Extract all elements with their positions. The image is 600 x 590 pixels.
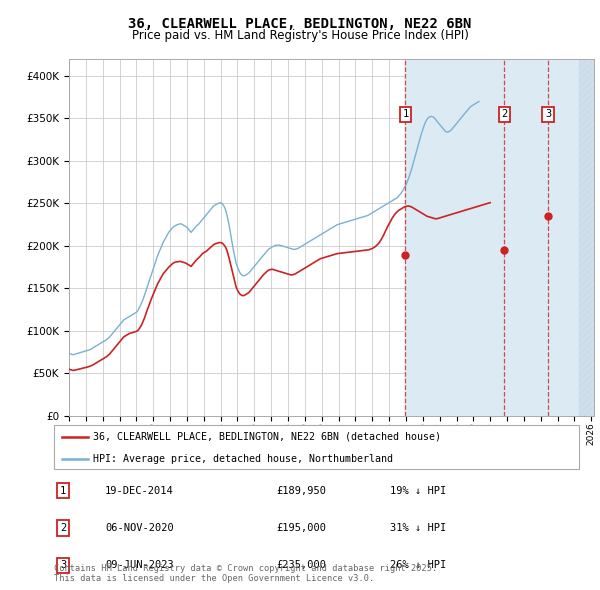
Bar <box>406 59 594 416</box>
Text: £195,000: £195,000 <box>276 523 326 533</box>
Text: 3: 3 <box>545 109 551 119</box>
Text: Contains HM Land Registry data © Crown copyright and database right 2025.
This d: Contains HM Land Registry data © Crown c… <box>54 563 437 583</box>
Text: £189,950: £189,950 <box>276 486 326 496</box>
Text: HPI: Average price, detached house, Northumberland: HPI: Average price, detached house, Nort… <box>94 454 394 464</box>
Text: 31% ↓ HPI: 31% ↓ HPI <box>390 523 446 533</box>
Text: 09-JUN-2023: 09-JUN-2023 <box>105 560 174 570</box>
Text: 2: 2 <box>60 523 66 533</box>
Text: Price paid vs. HM Land Registry's House Price Index (HPI): Price paid vs. HM Land Registry's House … <box>131 29 469 42</box>
Text: 36, CLEARWELL PLACE, BEDLINGTON, NE22 6BN: 36, CLEARWELL PLACE, BEDLINGTON, NE22 6B… <box>128 17 472 31</box>
Text: 3: 3 <box>60 560 66 570</box>
Text: 26% ↓ HPI: 26% ↓ HPI <box>390 560 446 570</box>
Text: 06-NOV-2020: 06-NOV-2020 <box>105 523 174 533</box>
Text: £235,000: £235,000 <box>276 560 326 570</box>
Text: 19% ↓ HPI: 19% ↓ HPI <box>390 486 446 496</box>
Text: 2: 2 <box>502 109 508 119</box>
Bar <box>578 59 594 416</box>
Text: 1: 1 <box>60 486 66 496</box>
Text: 1: 1 <box>402 109 409 119</box>
Text: 19-DEC-2014: 19-DEC-2014 <box>105 486 174 496</box>
FancyBboxPatch shape <box>54 425 579 469</box>
Text: 36, CLEARWELL PLACE, BEDLINGTON, NE22 6BN (detached house): 36, CLEARWELL PLACE, BEDLINGTON, NE22 6B… <box>94 432 442 442</box>
